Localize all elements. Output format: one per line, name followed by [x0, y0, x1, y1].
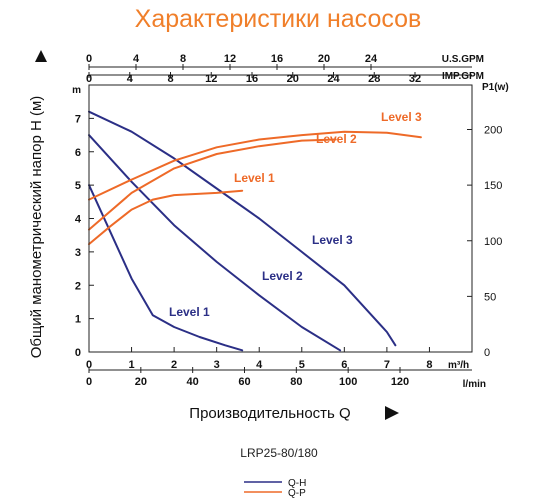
head-tick-label: 2 [75, 280, 81, 292]
power-tick-label: 100 [484, 236, 502, 248]
lmin-scale-tick-label: 120 [391, 376, 409, 388]
usgpm-scale-tick-label: 24 [365, 53, 378, 65]
head-tick-label: 3 [75, 247, 81, 259]
qp-curve-label-2: Level 2 [316, 132, 357, 146]
flow-tick-label: 3 [214, 359, 220, 371]
usgpm-scale-unit-label: U.S.GPM [442, 54, 484, 65]
qh-curve-label-3: Level 3 [312, 233, 353, 247]
qh-curve-1 [88, 184, 244, 352]
flow-tick-label: 5 [299, 359, 305, 371]
x-axis-arrow-icon [385, 406, 399, 420]
impgpm-scale-tick-label: 0 [86, 73, 92, 85]
impgpm-scale-tick-label: 4 [127, 73, 134, 85]
legend: Q-HQ-P [244, 478, 306, 499]
power-unit-label: P1(w) [482, 82, 509, 93]
head-tick-label: 0 [75, 347, 81, 359]
usgpm-scale-tick-label: 16 [271, 53, 283, 65]
qp-curve-label-1: Level 1 [234, 171, 275, 185]
impgpm-scale-tick-label: 24 [327, 73, 340, 85]
lmin-scale-tick-label: 100 [339, 376, 357, 388]
lmin-scale-tick-label: 20 [135, 376, 147, 388]
lmin-scale-tick-label: 0 [86, 376, 92, 388]
head-tick-label: 5 [75, 180, 81, 192]
flow-unit-label: m³/h [448, 360, 469, 371]
qh-curve-3 [88, 110, 397, 347]
lmin-scale-unit-label: l/min [463, 379, 486, 390]
head-tick-label: 4 [75, 214, 82, 226]
lmin-scale-tick-label: 40 [187, 376, 199, 388]
usgpm-scale-tick-label: 20 [318, 53, 330, 65]
plot-area: Level 1 Level 2 Level 3 Level 1 Level 2 Level… [88, 110, 422, 352]
flow-tick-label: 1 [128, 359, 134, 371]
qp-curve-3 [88, 130, 422, 201]
usgpm-scale-tick-label: 12 [224, 53, 236, 65]
qp-curve-label-3: Level 3 [381, 110, 422, 124]
qh-curve-label-1: Level 1 [169, 305, 210, 319]
usgpm-scale-tick-label: 8 [180, 53, 186, 65]
y-axis-arrow-icon [35, 50, 47, 62]
flow-tick-label: 8 [426, 359, 432, 371]
impgpm-scale-tick-label: 32 [409, 73, 421, 85]
head-unit-label: m [72, 85, 81, 96]
qh-curve-label-2: Level 2 [262, 269, 303, 283]
flow-tick-label: 7 [384, 359, 390, 371]
impgpm-scale-tick-label: 8 [167, 73, 173, 85]
usgpm-scale-tick-label: 4 [133, 53, 140, 65]
lmin-scale-tick-label: 60 [238, 376, 250, 388]
head-tick-label: 6 [75, 147, 81, 159]
legend-label-qp: Q-P [288, 488, 306, 499]
qp-curve-2 [88, 138, 337, 231]
y-axis-label: Общий манометрический напор Н (м) [28, 96, 45, 359]
impgpm-scale-tick-label: 12 [205, 73, 217, 85]
flow-tick-label: 4 [256, 359, 263, 371]
qh-curve-2 [88, 134, 342, 352]
power-tick-label: 200 [484, 125, 502, 137]
head-tick-label: 7 [75, 113, 81, 125]
impgpm-scale-tick-label: 16 [246, 73, 258, 85]
legend-label-qh: Q-H [288, 478, 306, 489]
model-label: LRP25-80/180 [240, 446, 318, 460]
impgpm-scale-tick-label: 28 [368, 73, 380, 85]
flow-tick-label: 0 [86, 359, 92, 371]
qp-curve-1 [88, 189, 244, 246]
chart-title: Характеристики насосов [135, 5, 422, 33]
flow-tick-label: 6 [341, 359, 347, 371]
head-tick-label: 1 [75, 314, 81, 326]
impgpm-scale-tick-label: 20 [287, 73, 299, 85]
x-axis-label: Производительность Q [189, 405, 350, 422]
lmin-scale-tick-label: 80 [290, 376, 302, 388]
flow-tick-label: 2 [171, 359, 177, 371]
power-tick-label: 0 [484, 347, 490, 359]
usgpm-scale-tick-label: 0 [86, 53, 92, 65]
impgpm-scale-unit-label: IMP.GPM [442, 71, 484, 82]
power-tick-label: 50 [484, 291, 496, 303]
power-tick-label: 150 [484, 180, 502, 192]
